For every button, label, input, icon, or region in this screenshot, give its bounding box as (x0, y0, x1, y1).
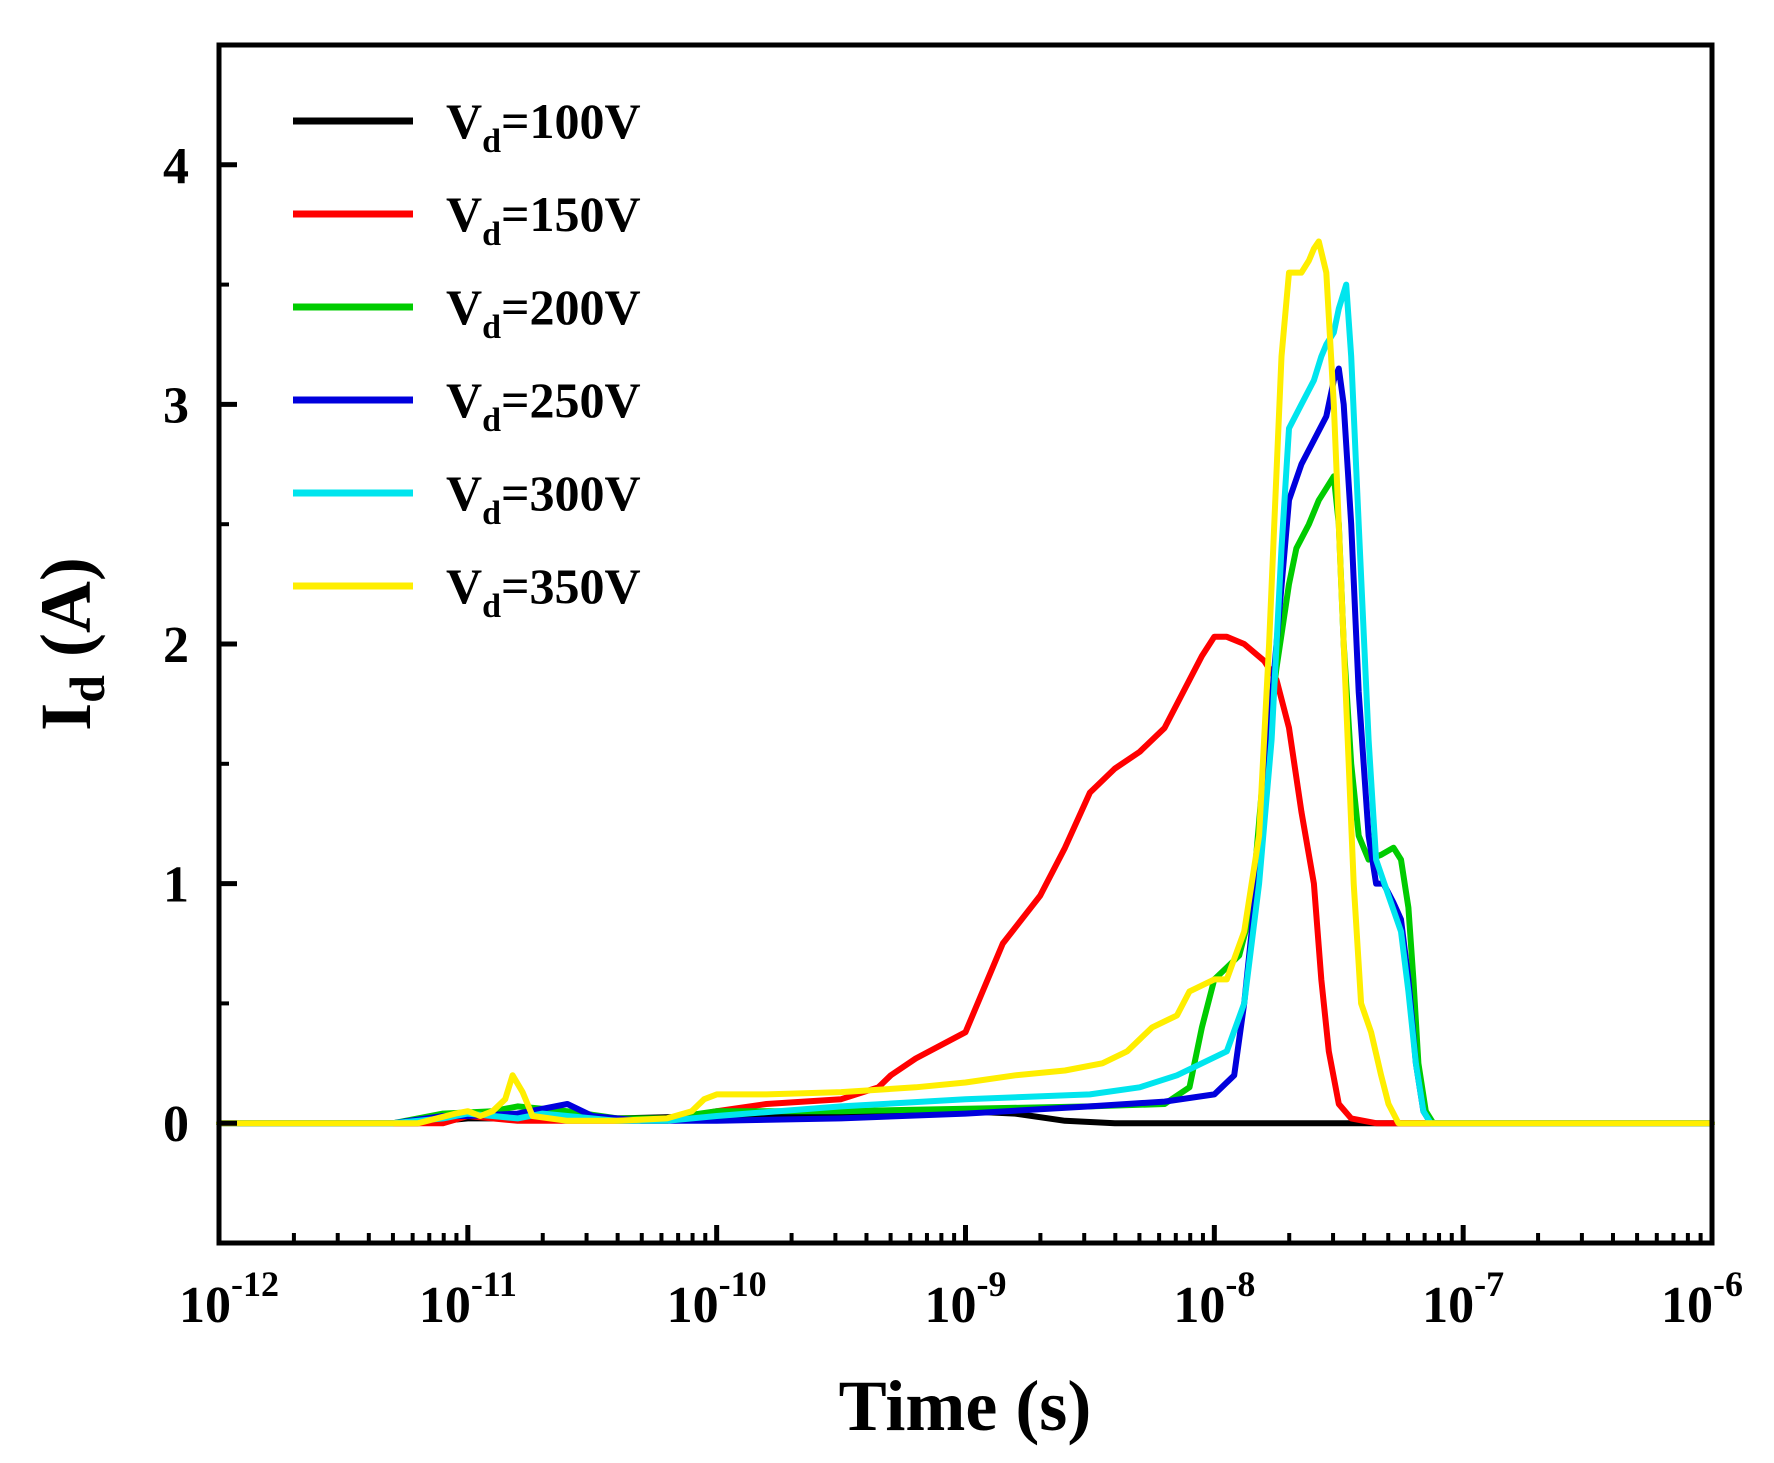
legend-label-1: Vd=150V (446, 186, 641, 253)
series-line-5 (216, 238, 1715, 1127)
y-tick-label-4: 4 (163, 138, 189, 195)
series-line-4 (216, 281, 1715, 1127)
y-axis-title-unit: (A) (26, 557, 106, 675)
y-tick-labels: 0 1 2 3 4 (163, 138, 189, 1153)
x-tick-labels: 10-12 10-11 10-10 10-9 10-8 10-7 10-6 (179, 1264, 1743, 1334)
series-layer (216, 238, 1715, 1127)
y-tick-label-2: 2 (163, 617, 189, 674)
y-tick-label-0: 0 (163, 1096, 189, 1153)
y-axis-title-main: I (26, 703, 106, 731)
y-axis-title-sub: d (59, 675, 115, 703)
y-tick-label-1: 1 (163, 857, 189, 914)
y-axis-title: Id (A) (26, 557, 115, 731)
legend-label-2: Vd=200V (446, 279, 641, 346)
x-tick-label-4: 10-8 (1173, 1264, 1255, 1334)
x-tick-label-0: 10-12 (179, 1264, 279, 1334)
x-tick-label-6: 10-6 (1661, 1264, 1743, 1334)
x-axis-title: Time (s) (839, 1366, 1092, 1446)
legend-label-0: Vd=100V (446, 93, 641, 160)
x-tick-label-5: 10-7 (1422, 1264, 1504, 1334)
x-tick-label-1: 10-11 (419, 1264, 517, 1334)
ticks-layer (216, 162, 1715, 1245)
x-tick-label-2: 10-10 (667, 1264, 767, 1334)
legend: Vd=100V Vd=150V Vd=200V Vd=250V Vd=300V Vd=35… (293, 93, 641, 625)
x-tick-label-3: 10-9 (925, 1264, 1007, 1334)
legend-label-4: Vd=300V (446, 465, 641, 532)
y-tick-label-3: 3 (163, 377, 189, 434)
legend-label-3: Vd=250V (446, 372, 641, 439)
legend-label-5: Vd=350V (446, 558, 641, 625)
